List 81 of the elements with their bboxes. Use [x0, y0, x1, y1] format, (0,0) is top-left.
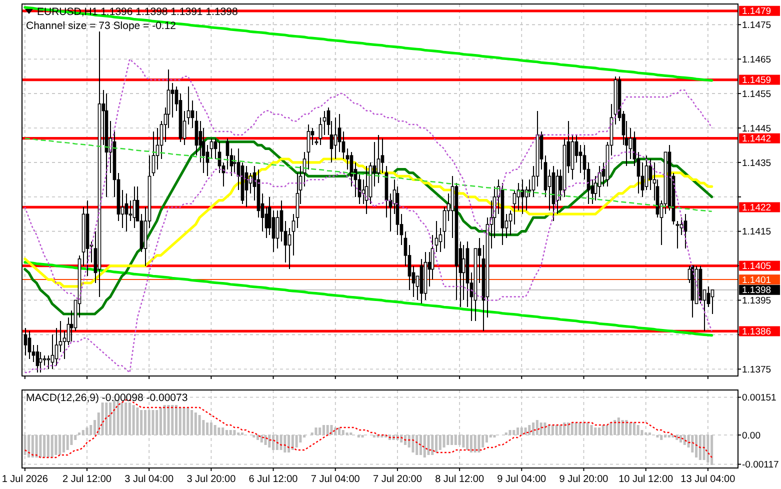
candlestick: [434, 220, 438, 252]
candlestick: [376, 134, 380, 184]
candlestick: [132, 186, 136, 228]
x-tick-label: 2 Jul 12:00: [62, 474, 112, 485]
candlestick: [206, 144, 210, 177]
candlestick: [28, 330, 32, 360]
candlestick: [276, 210, 280, 250]
candlestick: [462, 244, 466, 301]
x-tick-label: 6 Jul 12:00: [248, 474, 298, 485]
candlestick: [644, 155, 648, 190]
ref-line-label: 1.1459: [742, 75, 772, 86]
candlestick: [338, 114, 342, 153]
ref-line-label: 1.1442: [742, 134, 772, 145]
ref-line-label: 1.1479: [742, 6, 772, 18]
candlestick: [710, 289, 714, 314]
candlestick: [292, 214, 296, 256]
candlestick: [342, 130, 346, 160]
x-tick-label: 3 Jul 20:00: [186, 474, 236, 485]
x-tick-label: 1 Jul 2026: [2, 474, 48, 485]
ref-line-label: 1.1401: [742, 274, 772, 286]
x-tick-label: 3 Jul 04:00: [124, 474, 174, 485]
candlestick: [288, 227, 292, 270]
y-tick-label: 1.1465: [742, 54, 772, 66]
x-tick-label: 7 Jul 04:00: [310, 474, 360, 485]
y-tick-label: 1.1435: [742, 158, 772, 169]
candlestick: [578, 144, 582, 174]
y-tick-label: -0.00117: [742, 460, 779, 471]
line-series: [24, 6, 714, 82]
candlestick: [680, 217, 684, 236]
candlestick: [318, 117, 322, 146]
x-tick-label: 13 Jul 04:00: [680, 474, 736, 485]
line-series: [24, 58, 712, 301]
candlestick: [508, 210, 512, 236]
y-tick-label: 1.1445: [742, 123, 772, 134]
candlestick: [272, 210, 276, 252]
candlestick: [36, 344, 40, 374]
candlestick: [232, 155, 236, 174]
candlestick: [528, 179, 532, 198]
candlestick: [380, 138, 384, 174]
candlestick: [334, 117, 338, 160]
candlestick: [226, 138, 230, 170]
candlestick: [264, 206, 268, 239]
candlestick: [190, 100, 194, 128]
line-series: [24, 261, 714, 337]
text: Channel size = 73 Slope = -0.12: [26, 20, 176, 32]
candlestick: [438, 227, 442, 252]
candlestick: [170, 82, 174, 118]
x-tick-label: 7 Jul 20:00: [372, 474, 422, 485]
candlestick: [214, 138, 218, 160]
y-tick-label: 0.00151: [742, 392, 776, 404]
candlestick: [54, 327, 58, 366]
candlestick: [268, 196, 272, 236]
ref-line-label: 1.1422: [742, 202, 772, 214]
x-tick-label: 10 Jul 12:00: [618, 474, 674, 485]
candlestick: [628, 128, 632, 160]
candlestick: [512, 190, 516, 225]
candlestick: [210, 138, 214, 160]
ref-line-label: 1.1398: [742, 285, 772, 296]
y-tick-label: 1.1375: [742, 364, 772, 376]
candlestick: [50, 334, 54, 370]
ref-line-label: 1.1405: [742, 261, 772, 272]
y-tick-label: 0.00: [742, 430, 760, 442]
candlestick: [594, 176, 598, 201]
candlestick: [186, 86, 190, 126]
y-tick-label: 1.1455: [742, 88, 772, 100]
candlestick: [706, 286, 710, 308]
ref-line-label: 1.1386: [742, 326, 772, 338]
candlestick: [152, 130, 156, 177]
chart-title: MACD(12,26,9) -0.00098 -0.00073: [26, 392, 188, 404]
y-tick-label: 1.1395: [742, 296, 772, 307]
chart-title: EURUSD,H1 1.1396 1.1398 1.1391 1.1398: [37, 6, 238, 18]
candlestick: [676, 220, 680, 250]
candlestick: [124, 192, 128, 232]
candlestick: [306, 124, 310, 170]
candlestick: [640, 162, 644, 198]
candlestick: [128, 200, 132, 222]
x-tick-label: 8 Jul 12:00: [435, 474, 484, 485]
x-tick-label: 9 Jul 20:00: [559, 474, 609, 485]
y-tick-label: 1.1415: [742, 226, 772, 238]
y-tick-label: 1.1475: [742, 20, 772, 31]
x-tick-label: 9 Jul 04:00: [497, 474, 547, 485]
